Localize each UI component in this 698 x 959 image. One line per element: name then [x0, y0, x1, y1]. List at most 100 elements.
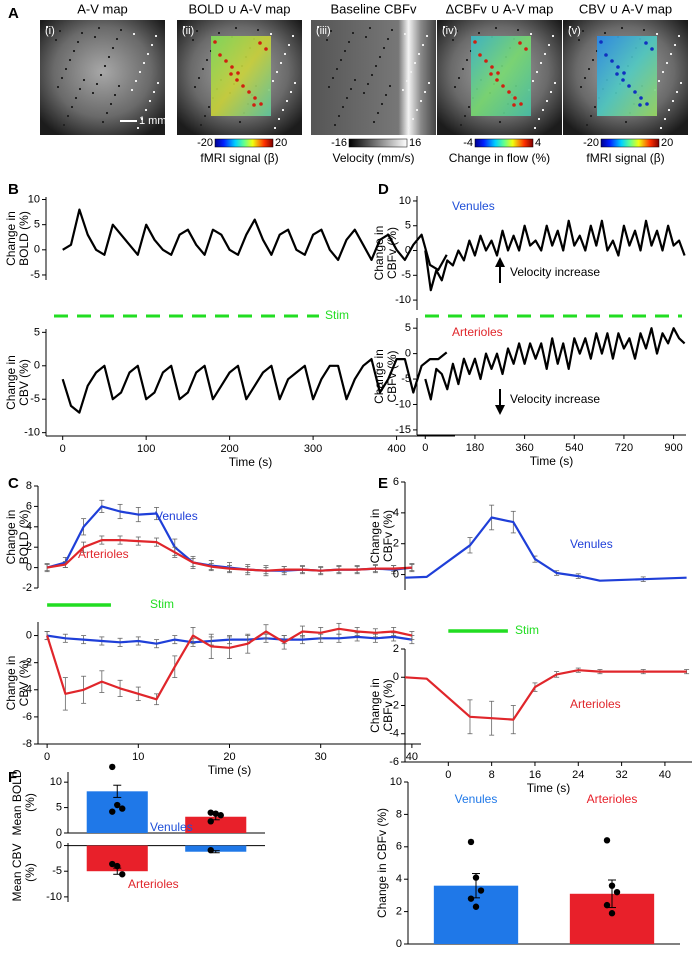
- vessel: [534, 127, 536, 129]
- vessel: [141, 118, 143, 120]
- y-tick-label: 8: [26, 480, 32, 492]
- vessel: [389, 85, 391, 87]
- vessel: [464, 115, 466, 117]
- y-tick-label: 10: [399, 195, 411, 207]
- vessel: [363, 92, 365, 94]
- vessel: [678, 35, 680, 37]
- vessel: [218, 32, 220, 34]
- y-tick-label: 4: [396, 873, 402, 885]
- image: [40, 20, 165, 135]
- overlay-spot: [518, 41, 522, 45]
- x-tick-label: 10: [132, 751, 144, 763]
- y-tick-label: 10: [28, 193, 40, 205]
- y-tick-label: 6: [393, 476, 399, 488]
- data-point: [109, 808, 116, 815]
- vessel: [330, 30, 332, 32]
- overlay-spot: [638, 103, 642, 107]
- image-label: (iii): [316, 25, 331, 37]
- vessel: [284, 53, 286, 55]
- bar: [185, 816, 247, 833]
- y-tick-label: 2: [393, 538, 399, 550]
- vessel: [383, 47, 385, 49]
- vessel: [145, 109, 147, 111]
- overlay-spot: [241, 84, 245, 88]
- vessel: [402, 89, 404, 91]
- image-title: ΔCBFv ∪ A-V map: [446, 1, 554, 16]
- y-tick-label: 10: [50, 776, 62, 788]
- y-axis-label: CBFv (%): [385, 351, 399, 403]
- vessel: [369, 27, 371, 29]
- vessel: [149, 100, 151, 102]
- colorbar-max: 20: [661, 137, 673, 149]
- vessel: [350, 88, 352, 90]
- colorbar-min: -20: [583, 137, 599, 149]
- vessel: [120, 29, 122, 31]
- vessel: [338, 115, 340, 117]
- y-tick-label: -10: [46, 891, 62, 903]
- y-tick-label: 5: [56, 801, 62, 813]
- overlay-spot: [501, 84, 505, 88]
- vessel: [460, 124, 462, 126]
- y-tick-label: -5: [401, 269, 411, 281]
- vessel: [590, 115, 592, 117]
- series-label: Venules: [155, 509, 198, 523]
- vessel: [286, 100, 288, 102]
- vessel: [391, 29, 393, 31]
- vessel: [375, 65, 377, 67]
- y-axis-label: CBFv (%): [381, 680, 395, 732]
- vessel: [334, 124, 336, 126]
- vessel: [422, 44, 424, 46]
- vessel: [416, 109, 418, 111]
- data-point: [119, 871, 126, 878]
- vessel: [428, 82, 430, 84]
- vessel: [81, 32, 83, 34]
- vessel: [412, 118, 414, 120]
- vessel: [550, 91, 552, 93]
- data-point: [217, 812, 224, 819]
- y-axis-label: Change in: [4, 656, 18, 711]
- y-axis-label: Mean CBV: [10, 843, 24, 901]
- vessel: [317, 26, 319, 28]
- overlay-spot: [236, 71, 240, 75]
- y-tick-label: -2: [389, 699, 399, 711]
- y-tick-label: 4: [393, 507, 399, 519]
- vessel: [517, 29, 519, 31]
- colorbar-min: -4: [463, 137, 473, 149]
- vessel: [59, 30, 61, 32]
- overlay-spot: [218, 53, 222, 57]
- vessel: [426, 35, 428, 37]
- y-axis-label: BOLD (%): [17, 211, 31, 266]
- vessel: [495, 27, 497, 29]
- overlay-spot: [513, 96, 517, 100]
- y-axis-label: Change in: [372, 349, 386, 404]
- y-tick-label: 5: [34, 219, 40, 231]
- y-tick-label: 0: [405, 348, 411, 360]
- x-tick-label: 100: [137, 443, 155, 455]
- overlay-spot: [639, 96, 643, 100]
- vessel: [292, 35, 294, 37]
- series-label: Venules: [570, 537, 613, 551]
- vessel: [208, 106, 210, 108]
- vessel: [536, 71, 538, 73]
- colorbar: [214, 138, 274, 148]
- vessel: [61, 77, 63, 79]
- vessel: [294, 82, 296, 84]
- y-tick-label: 0: [56, 827, 62, 839]
- overlay-spot: [235, 78, 239, 82]
- vessel: [108, 56, 110, 58]
- vessel: [235, 27, 237, 29]
- overlay-spot: [644, 41, 648, 45]
- vessel: [155, 35, 157, 37]
- image-title: A-V map: [77, 1, 128, 16]
- y-tick-label: 0: [393, 671, 399, 683]
- data-point: [207, 809, 214, 816]
- image-title: CBV ∪ A-V map: [579, 1, 672, 16]
- y-axis-label: BOLD (%): [17, 510, 31, 565]
- y-tick-label: 5: [34, 326, 40, 338]
- x-axis-label: Time (s): [530, 454, 574, 468]
- vessel: [342, 106, 344, 108]
- vessel: [656, 33, 658, 35]
- stim-label: Stim: [150, 597, 174, 611]
- vessel: [290, 91, 292, 93]
- vessel: [106, 112, 108, 114]
